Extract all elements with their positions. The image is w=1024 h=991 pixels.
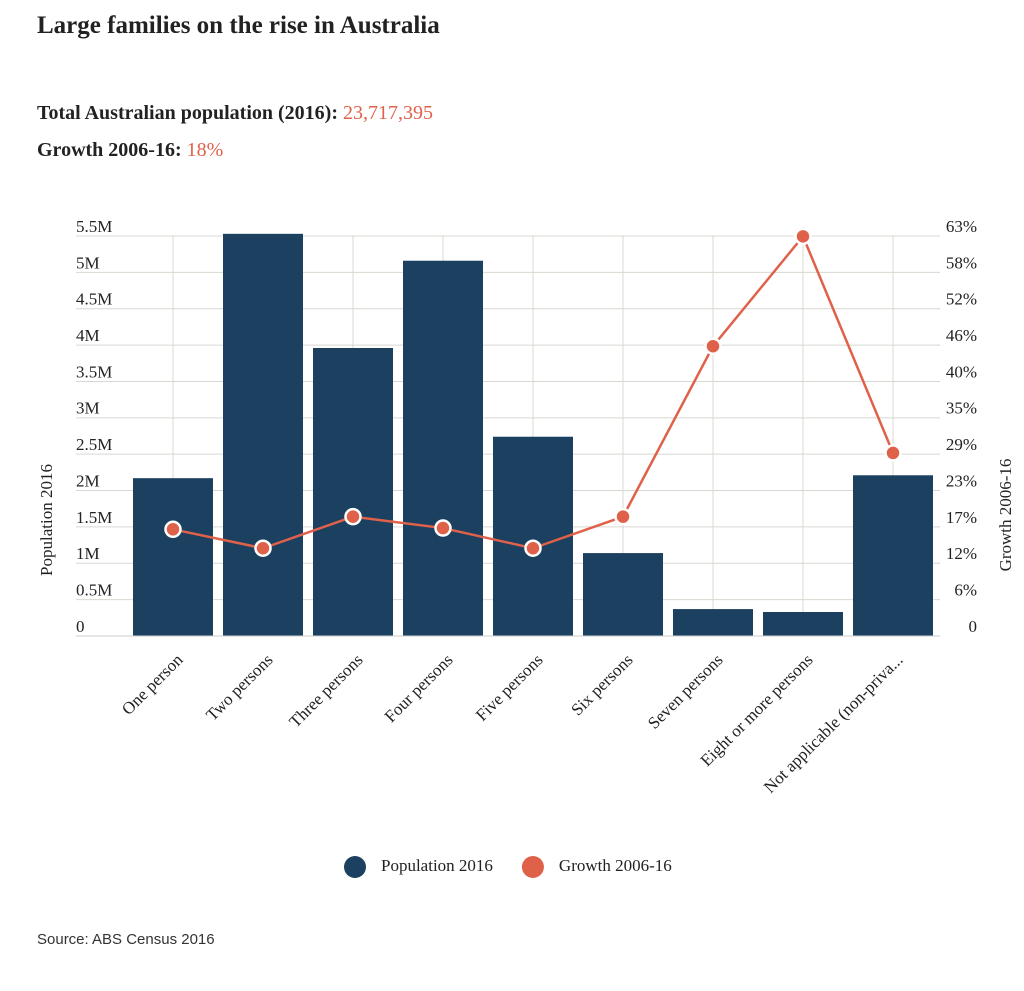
population-value: 23,717,395 [343, 102, 433, 124]
y2-tick-label: 17% [946, 508, 977, 527]
point [434, 519, 452, 537]
y2-tick-label: 40% [946, 362, 977, 381]
growth-label: Growth 2006-16: [37, 139, 182, 161]
title: Large families on the rise in Australia [37, 12, 440, 39]
bar [223, 233, 303, 636]
y-tick-label: 1.5M [76, 508, 112, 527]
bar [493, 436, 573, 636]
y-tick-label: 5.5M [76, 217, 112, 236]
y-tick-label: 4M [76, 326, 100, 345]
x-tick-label: Six persons [567, 650, 636, 719]
population-label: Total Australian population (2016): [37, 102, 338, 124]
bar [403, 260, 483, 636]
legend-marker [521, 856, 544, 878]
x-tick-label: Seven persons [644, 650, 727, 733]
point [614, 507, 632, 526]
y2-tick-label: 29% [946, 435, 977, 454]
y2-tick-label: 52% [946, 290, 977, 309]
bar [583, 553, 663, 636]
growth-line: Growth 2006-16: 18% [37, 139, 223, 162]
point [884, 444, 902, 462]
y2-tick-label: 63% [946, 217, 977, 236]
y2-tick-label: 23% [946, 471, 977, 490]
point [704, 337, 722, 355]
growth-value: 18% [186, 139, 224, 161]
y-tick-label: 2M [76, 471, 100, 490]
y-tick-label: 3.5M [76, 362, 112, 381]
bar [763, 612, 843, 636]
point [794, 227, 812, 246]
point [344, 507, 362, 526]
y2-tick-label: 6% [954, 581, 977, 600]
bar [853, 475, 933, 636]
y2-tick-label: 0 [969, 617, 978, 636]
y-tick-label: 1M [76, 544, 100, 563]
y-axis-title: Population 2016 [37, 464, 56, 576]
chart: 0 0.5M 1M 1.5M 2M 2.5M 3M 3.5M 4M 4.5M 5M 5.5M 0 6% 12… [37, 217, 1015, 878]
legend-label: Growth 2006-16 [559, 856, 672, 875]
x-tick-label: Five persons [472, 650, 547, 725]
bar [673, 609, 753, 636]
point [254, 539, 272, 557]
point [164, 520, 182, 539]
population-line: Total Australian population (2016): 23,7… [37, 102, 433, 125]
y2-tick-label: 12% [946, 544, 977, 563]
x-tick-label: Four persons [381, 650, 457, 726]
y2-tick-label: 35% [946, 399, 977, 418]
y-tick-label: 0 [76, 617, 85, 636]
bar [313, 348, 393, 636]
y-tick-label: 5M [76, 253, 100, 272]
y-tick-label: 0.5M [76, 581, 112, 600]
source: Source: ABS Census 2016 [37, 931, 215, 948]
y-tick-label: 3M [76, 399, 100, 418]
y2-tick-label: 58% [946, 253, 977, 272]
y2-tick-label: 46% [946, 326, 977, 345]
x-tick-label: Two persons [202, 650, 276, 724]
point [524, 539, 542, 557]
y-tick-label: 4.5M [76, 290, 112, 309]
y-tick-label: 2.5M [76, 435, 112, 454]
legend-marker [344, 856, 366, 878]
y2-axis-title: Growth 2006-16 [996, 459, 1015, 572]
legend-label: Population 2016 [381, 856, 493, 875]
x-tick-label: Three persons [285, 650, 366, 731]
x-tick-label: One person [118, 650, 187, 719]
bar [133, 478, 213, 636]
